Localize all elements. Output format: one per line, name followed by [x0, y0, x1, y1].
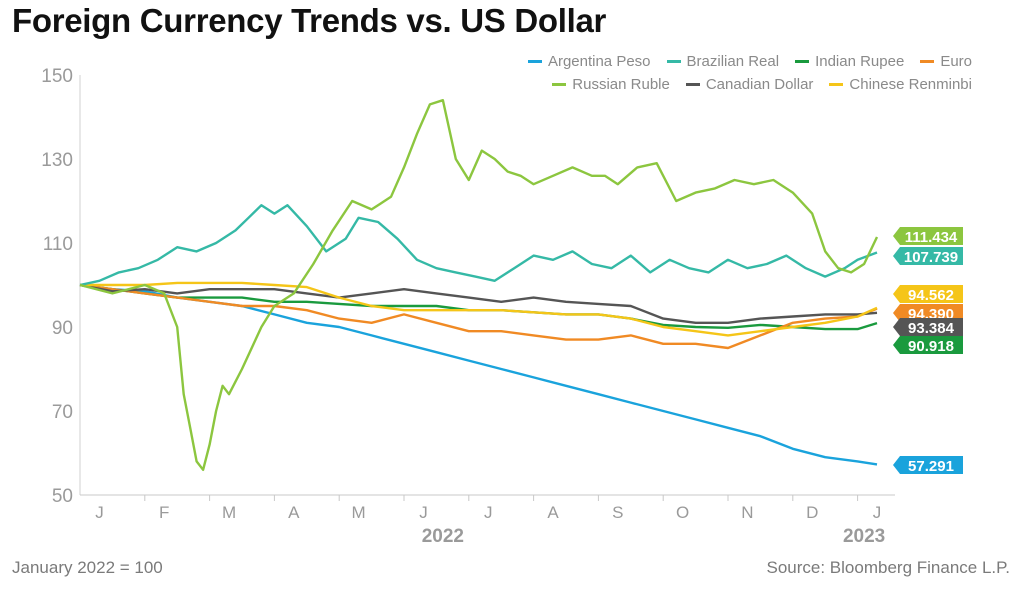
series-line-canadian-dollar [79, 283, 878, 324]
x-tick-label: A [288, 503, 300, 522]
legend-row: Argentina Peso Brazilian Real Indian Rupee… [452, 50, 972, 73]
end-value-badge-shape [893, 336, 963, 354]
end-value-label: 57.291 [908, 458, 954, 475]
end-value-label: 93.384 [908, 320, 955, 337]
end-value-badge-shape [893, 318, 963, 336]
legend-item: Euro [920, 53, 972, 70]
legend-label: Brazilian Real [686, 53, 780, 70]
legend-swatch [829, 83, 844, 86]
series-line-argentina-peso [79, 283, 878, 466]
legend-swatch [527, 60, 542, 63]
x-tick-label: M [352, 503, 366, 522]
legend: Argentina Peso Brazilian Real Indian Rupee… [452, 50, 972, 96]
series-line-chinese-renminbi [80, 281, 878, 337]
y-tick-label: 70 [52, 402, 73, 423]
x-tick-label: F [159, 503, 169, 522]
legend-label: Argentina Peso [547, 53, 651, 70]
end-value-badge-shape [893, 285, 963, 303]
y-tick-label: 50 [52, 486, 73, 507]
legend-swatch [795, 60, 810, 63]
y-tick-label: 110 [43, 234, 73, 255]
legend-item: Russian Ruble [552, 76, 670, 93]
end-value-badge-shape [893, 247, 963, 265]
series-line-russian-ruble [79, 98, 879, 471]
legend-label: Russian Ruble [572, 76, 670, 93]
x-tick-label: A [547, 503, 559, 522]
end-value-badge-shape [893, 456, 963, 474]
end-value-badge-shape [893, 304, 963, 322]
end-value-badge: 107.739 [893, 247, 963, 266]
end-value-label: 94.562 [908, 287, 954, 304]
baseline-note: January 2022 = 100 [12, 558, 163, 577]
x-tick-label: S [612, 503, 623, 522]
source-note: Source: Bloomberg Finance L.P. [766, 558, 1011, 577]
y-tick-label: 150 [41, 66, 73, 87]
legend-swatch [666, 60, 681, 63]
x-tick-label: J [419, 503, 428, 522]
x-tick-label: N [741, 503, 753, 522]
legend-label: Indian Rupee [815, 53, 905, 70]
legend-row: Russian Ruble Canadian Dollar Chinese Renm… [452, 73, 972, 96]
x-year-label: 2022 [422, 526, 464, 547]
y-tick-label: 90 [52, 318, 73, 339]
legend-label: Canadian Dollar [705, 76, 814, 93]
legend-label: Chinese Renminbi [849, 76, 972, 93]
end-value-badge: 57.291 [893, 456, 963, 475]
x-tick-label: O [676, 503, 689, 522]
x-tick-label: M [222, 503, 236, 522]
end-value-badge: 111.434 [893, 227, 963, 246]
legend-swatch [552, 83, 567, 86]
series-line-brazilian-real [79, 203, 878, 287]
legend-item: Canadian Dollar [685, 76, 814, 93]
end-value-label: 111.434 [905, 229, 958, 246]
x-tick-label: J [873, 503, 882, 522]
end-value-label: 90.918 [908, 338, 954, 355]
end-value-badge: 94.562 [893, 285, 963, 304]
legend-label: Euro [940, 53, 972, 70]
end-value-badge-shape [893, 227, 963, 245]
series-line-euro [79, 283, 878, 350]
x-tick-label: J [95, 503, 104, 522]
legend-swatch [685, 83, 700, 86]
legend-item: Brazilian Real [666, 53, 780, 70]
end-value-badge: 93.384 [893, 318, 963, 337]
x-year-label: 2023 [843, 526, 885, 547]
x-tick-label: D [806, 503, 818, 522]
chart-title: Foreign Currency Trends vs. US Dollar [12, 2, 607, 39]
legend-swatch [920, 60, 935, 63]
legend-item: Argentina Peso [527, 53, 651, 70]
legend-item: Chinese Renminbi [829, 76, 972, 93]
end-value-label: 107.739 [904, 249, 958, 266]
legend-item: Indian Rupee [795, 53, 904, 70]
end-value-badge: 90.918 [893, 336, 963, 355]
y-tick-label: 130 [41, 150, 73, 171]
x-tick-label: J [484, 503, 493, 522]
